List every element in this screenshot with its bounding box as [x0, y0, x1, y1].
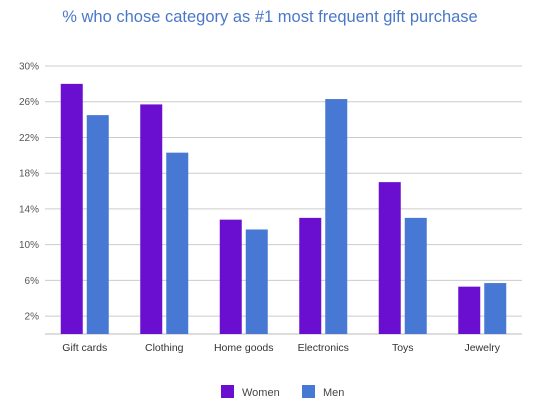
bar-women [140, 104, 163, 334]
x-tick-label: Home goods [214, 342, 274, 354]
bar-women [60, 83, 83, 334]
y-tick-label: 14% [19, 204, 39, 215]
bar-women [378, 182, 401, 334]
y-tick-label: 6% [25, 276, 40, 287]
x-tick-label: Jewelry [464, 342, 500, 354]
bar-men [166, 152, 189, 334]
x-tick-label: Clothing [145, 342, 184, 354]
bar-women [299, 217, 322, 334]
x-tick-label: Electronics [298, 342, 349, 354]
y-tick-label: 18% [19, 169, 39, 180]
y-tick-label: 26% [19, 97, 39, 108]
bar-men [325, 99, 348, 334]
legend-swatch-women [221, 385, 234, 398]
legend-label-men: Men [323, 387, 344, 399]
chart-title: % who chose category as #1 most frequent… [62, 8, 478, 26]
x-tick-label: Gift cards [62, 342, 107, 354]
bar-men [404, 217, 427, 334]
x-tick-label: Toys [392, 342, 414, 354]
legend-label-women: Women [242, 387, 280, 399]
y-tick-label: 10% [19, 240, 39, 251]
bar-men [484, 283, 507, 334]
y-tick-label: 2% [25, 312, 40, 323]
bar-women [458, 286, 481, 334]
bar-men [86, 115, 109, 334]
bar-men [245, 229, 268, 334]
y-tick-label: 30% [19, 62, 39, 73]
bar-women [219, 219, 242, 334]
y-tick-label: 22% [19, 133, 39, 144]
legend-swatch-men [302, 385, 315, 398]
